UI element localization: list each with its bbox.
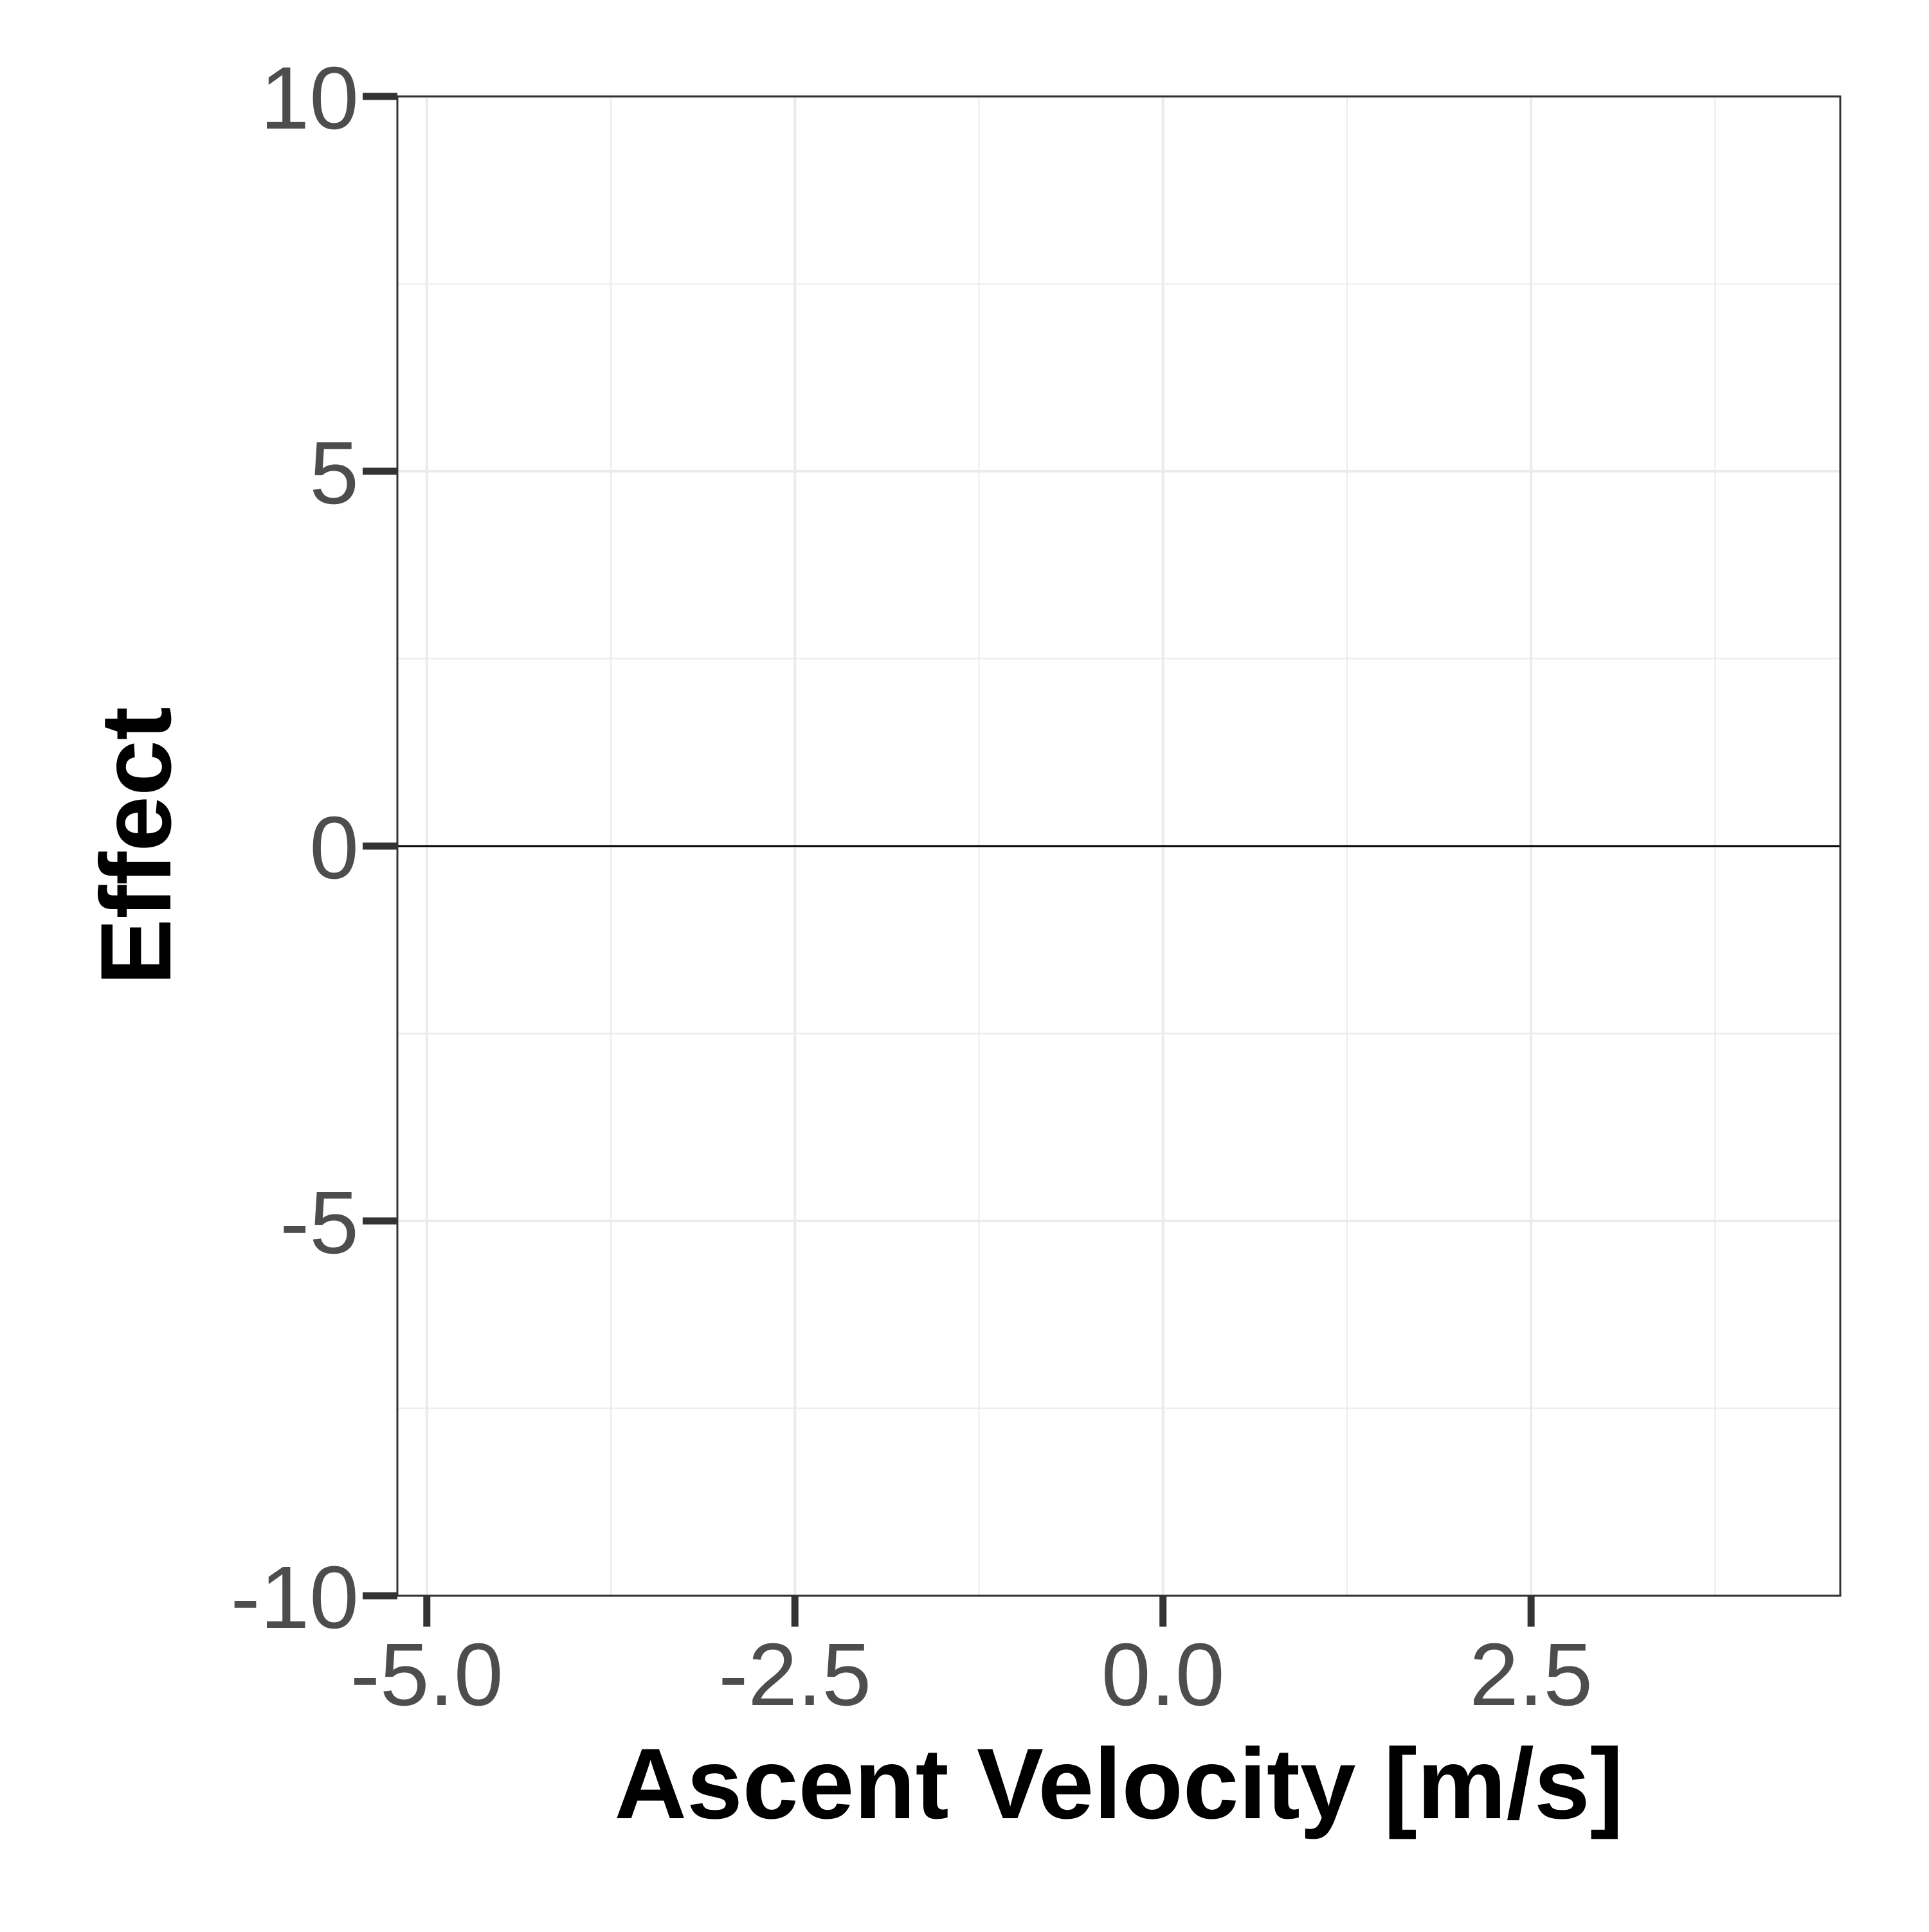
x-axis-title: Ascent Velocity [m/s]: [614, 1728, 1623, 1840]
y-tick-label: 0: [309, 799, 359, 898]
y-tick-label: -5: [280, 1173, 359, 1272]
y-axis-title: Effect: [80, 707, 192, 985]
x-tick-label: 2.5: [1469, 1625, 1593, 1724]
tick-layer: -10 -5 0 5 10 -5.0 -2.5 0.0 2.5: [231, 49, 1593, 1724]
y-tick-label: -10: [231, 1548, 359, 1647]
y-tick-label: 10: [260, 49, 359, 148]
x-tick-label: 0.0: [1101, 1625, 1225, 1724]
x-tick-label: -2.5: [718, 1625, 871, 1724]
x-tick-label: -5.0: [350, 1625, 503, 1724]
y-tick-label: 5: [309, 424, 359, 523]
